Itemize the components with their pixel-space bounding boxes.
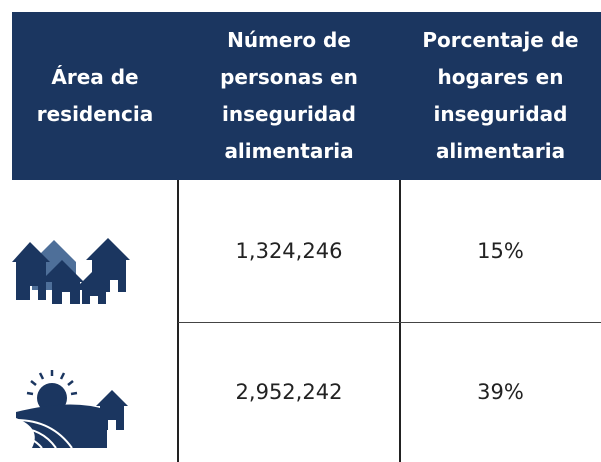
header-cell: Área de residencia [12, 12, 178, 180]
column-border [399, 180, 401, 462]
column-border [177, 180, 179, 462]
cell-value: 39% [477, 380, 524, 404]
header-cell: Porcentaje de hogares en inseguridad ali… [400, 12, 601, 180]
row-border [178, 322, 601, 323]
cell-value: 2,952,242 [235, 380, 343, 404]
header-cell: Número de personas en inseguridad alimen… [178, 12, 400, 180]
rural-icon [15, 370, 128, 449]
cell-value: 15% [477, 239, 524, 263]
cell-value: 1,324,246 [235, 239, 343, 263]
urban-icon [12, 238, 130, 304]
